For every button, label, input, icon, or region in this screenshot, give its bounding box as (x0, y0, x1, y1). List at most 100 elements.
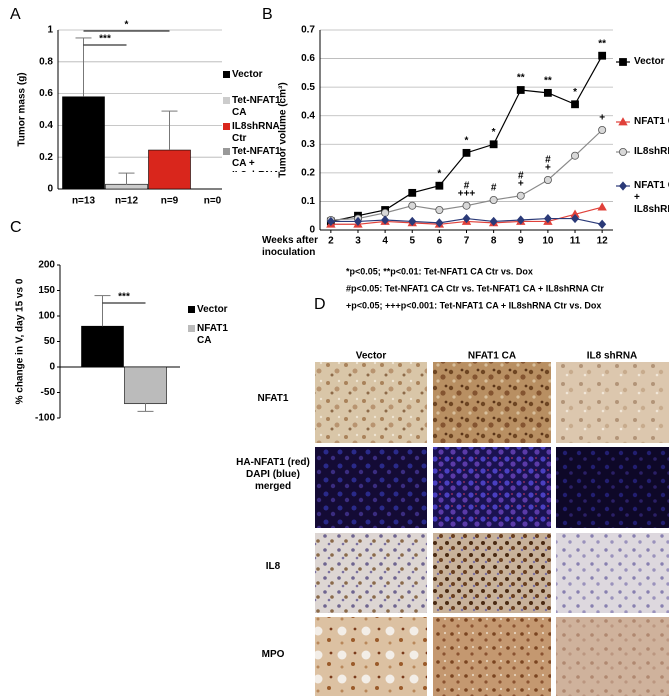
x-tick-label: 2 (328, 236, 334, 247)
y-tick-label: 0.2 (39, 152, 53, 163)
panel-label: D (314, 296, 326, 313)
data-point (435, 218, 444, 228)
micrograph (315, 617, 427, 696)
y-tick-label: -100 (35, 413, 55, 424)
y-tick-label: 0 (47, 184, 53, 195)
row-label: MPO (261, 649, 285, 660)
x-tick-label: 10 (542, 236, 554, 247)
data-point (619, 58, 627, 66)
micrograph (433, 447, 551, 528)
legend-label: IL8shRNA (634, 146, 669, 157)
micrograph (556, 533, 669, 613)
annotation: + (599, 113, 605, 124)
micrograph-grid (315, 362, 669, 696)
data-point (618, 181, 628, 191)
bar (81, 325, 124, 368)
legend-swatch (188, 306, 195, 313)
annotation: # (491, 183, 497, 194)
data-point (489, 140, 498, 149)
bar (148, 149, 191, 190)
legend-entry (223, 71, 230, 78)
bar (62, 96, 105, 190)
legend-entry (188, 306, 195, 313)
annotation: # (545, 155, 551, 166)
panel-label: C (10, 219, 22, 236)
data-point (326, 216, 335, 227)
footnote: +p<0.05; +++p<0.001: Tet-NFAT1 CA + IL8s… (346, 300, 601, 310)
y-tick-label: 0 (309, 225, 315, 236)
panel-label: B (262, 6, 273, 23)
data-point (516, 215, 525, 225)
legend-label: IL8shRNA Ctr (232, 121, 280, 144)
legend-label: Vector (232, 69, 263, 80)
data-point (381, 208, 390, 217)
y-axis-label: % change in V, day 15 vs 0 (15, 278, 26, 404)
y-tick-label: 200 (38, 260, 55, 271)
micrograph (556, 362, 669, 443)
bar (124, 366, 167, 405)
significance-label: * (125, 20, 129, 31)
micrograph (315, 447, 427, 528)
annotation: * (573, 87, 577, 98)
data-point (598, 126, 607, 135)
data-point (408, 188, 417, 197)
data-point (598, 219, 607, 229)
data-point (516, 191, 525, 200)
column-header: NFAT1 CA (468, 351, 516, 362)
footnote: #p<0.05: Tet-NFAT1 CA Ctr vs. Tet-NFAT1 … (346, 283, 604, 293)
y-tick-label: 0.1 (301, 196, 315, 207)
annotation: ** (544, 75, 552, 86)
data-point (516, 86, 525, 94)
micrograph (433, 617, 551, 696)
y-tick-label: 0.5 (301, 82, 315, 93)
row-label: HA-NFAT1 (red) DAPI (blue) merged (236, 457, 310, 492)
y-axis-label: Tumor volume (cm³) (278, 82, 289, 177)
y-tick-label: 0 (49, 362, 55, 373)
y-tick-label: 0.7 (301, 25, 315, 36)
data-point (435, 181, 444, 190)
legend-label: Tet-NFAT1 CA + IL8shRNA (232, 146, 281, 172)
annotation: * (437, 168, 441, 179)
annotation: + (545, 163, 551, 174)
x-tick-label: 7 (464, 236, 470, 247)
row-label: NFAT1 (257, 393, 289, 404)
annotation: + (518, 178, 524, 189)
micrograph (556, 617, 669, 696)
row-label: IL8 (265, 561, 281, 572)
micrograph (315, 362, 427, 443)
y-tick-label: 0.6 (301, 53, 315, 64)
y-tick-label: 150 (38, 285, 55, 296)
annotation: ** (517, 73, 525, 84)
x-tick-label: 5 (409, 236, 415, 247)
y-axis-label: Tumor mass (g) (17, 72, 28, 146)
y-tick-label: 50 (44, 336, 56, 347)
legend-entry (223, 97, 230, 104)
legend-label: Vector (197, 304, 228, 315)
y-tick-label: 0.6 (39, 88, 53, 99)
data-point (543, 88, 552, 97)
x-tick-label: n=0 (204, 196, 222, 207)
data-point (543, 213, 552, 224)
y-tick-label: 0.8 (39, 56, 53, 67)
x-tick-label: 12 (597, 236, 609, 247)
legend-swatch (223, 148, 230, 155)
legend-swatch (223, 97, 230, 104)
legend-label: NFAT1 CA (634, 116, 669, 127)
micrograph (433, 533, 551, 613)
annotation: ** (598, 38, 606, 49)
data-point (598, 51, 607, 60)
legend-swatch (223, 123, 230, 130)
x-tick-label: n=13 (72, 196, 96, 207)
data-point (571, 100, 579, 109)
data-point (489, 195, 498, 204)
column-header: Vector (356, 351, 387, 362)
y-tick-label: 0.4 (301, 110, 315, 121)
data-point (435, 205, 444, 214)
column-header: IL8 shRNA (587, 351, 638, 362)
legend-entry (223, 123, 230, 130)
data-point (462, 148, 471, 157)
legend-entry (223, 148, 230, 155)
legend-label: Vector (634, 56, 665, 67)
